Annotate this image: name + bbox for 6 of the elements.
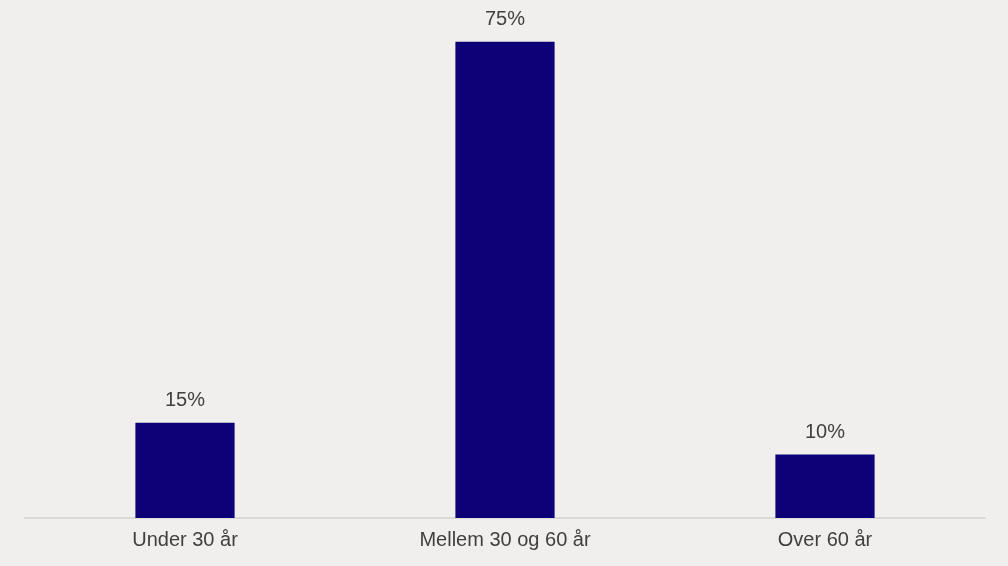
x-tick-label: Over 60 år — [777, 527, 873, 550]
x-tick-label: Under 30 år — [132, 527, 239, 550]
x-tick-label: Mellem 30 og 60 år — [419, 527, 591, 550]
data-label: 75% — [484, 7, 526, 30]
data-label: 15% — [164, 388, 206, 411]
data-label: 10% — [804, 420, 846, 443]
